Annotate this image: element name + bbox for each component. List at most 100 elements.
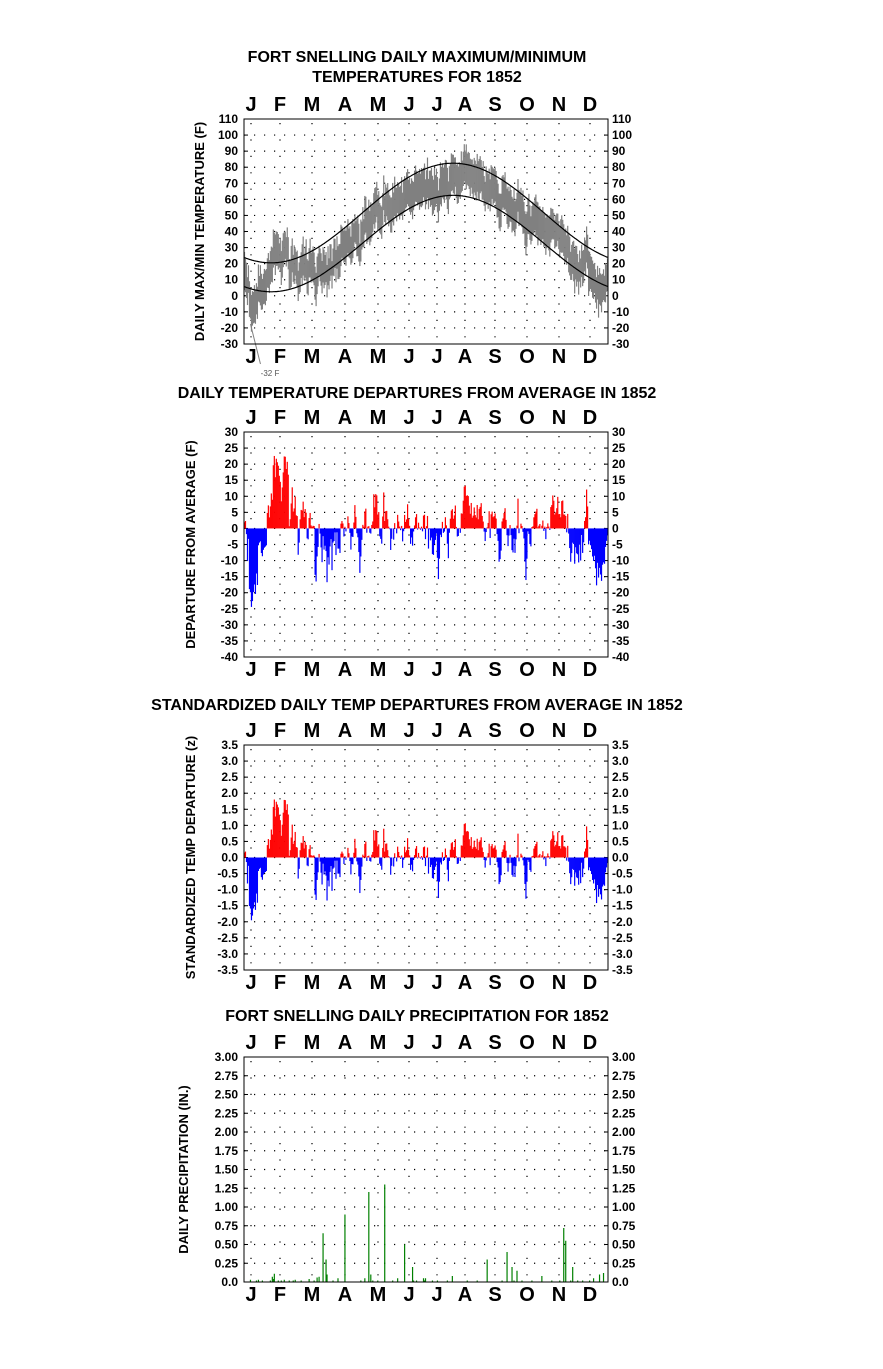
- y-tick-label-right: -10: [612, 305, 630, 319]
- y-tick-label-left: 0.0: [221, 851, 238, 865]
- month-label-bottom: D: [583, 972, 597, 994]
- y-tick-label-right: 5: [612, 505, 619, 519]
- month-label-top: D: [583, 407, 597, 429]
- month-label-bottom: J: [403, 346, 414, 368]
- y-tick-label-left: -2.0: [217, 915, 238, 929]
- y-tick-label-left: 2.00: [215, 1125, 239, 1139]
- y-axis-label: DAILY MAX/MIN TEMPERATURE (F): [192, 122, 207, 341]
- y-tick-label-right: 0: [612, 289, 619, 303]
- y-tick-label-right: -30: [612, 618, 630, 632]
- month-label-top: S: [488, 94, 501, 116]
- y-tick-label-left: 0: [231, 521, 238, 535]
- y-tick-label-left: -10: [221, 305, 239, 319]
- y-tick-label-left: -35: [221, 634, 239, 648]
- month-label-bottom: F: [274, 346, 286, 368]
- month-label-top: J: [403, 94, 414, 116]
- y-tick-label-left: 0: [231, 289, 238, 303]
- y-tick-label-right: -25: [612, 602, 630, 616]
- y-tick-label-left: 0.75: [215, 1219, 239, 1233]
- y-tick-label-left: 5: [231, 505, 238, 519]
- charts-layer: FORT SNELLING DAILY MAXIMUM/MINIMUM TEMPE…: [151, 49, 683, 1306]
- y-tick-label-left: -25: [221, 602, 239, 616]
- y-tick-label-left: 90: [225, 144, 239, 158]
- y-tick-label-right: -3.0: [612, 947, 633, 961]
- y-tick-label-left: -10: [221, 554, 239, 568]
- month-label-bottom: M: [370, 1284, 387, 1306]
- y-tick-label-right: -20: [612, 586, 630, 600]
- month-label-top: A: [338, 407, 352, 429]
- y-tick-label-right: -35: [612, 634, 630, 648]
- month-label-bottom: O: [519, 346, 535, 368]
- y-tick-label-right: -3.5: [612, 963, 633, 977]
- month-label-bottom: N: [552, 972, 566, 994]
- y-tick-label-left: 25: [225, 441, 239, 455]
- month-label-top: N: [552, 94, 566, 116]
- month-label-bottom: J: [403, 659, 414, 681]
- y-tick-label-right: 70: [612, 176, 626, 190]
- month-label-bottom: D: [583, 659, 597, 681]
- y-tick-label-right: 2.50: [612, 1088, 636, 1102]
- y-tick-label-left: -1.0: [217, 883, 238, 897]
- plot-frame: [243, 431, 609, 658]
- month-label-top: A: [338, 720, 352, 742]
- month-label-bottom: D: [583, 1284, 597, 1306]
- chart-title: FORT SNELLING DAILY MAXIMUM/MINIMUM: [248, 49, 587, 66]
- month-label-bottom: S: [488, 972, 501, 994]
- normal-min-line: [244, 194, 608, 293]
- month-label-bottom: J: [245, 1284, 256, 1306]
- month-label-bottom: A: [338, 1284, 352, 1306]
- month-label-bottom: J: [245, 346, 256, 368]
- y-tick-label-right: 0.25: [612, 1256, 636, 1270]
- y-axis-label: STANDARDIZED TEMP DEPARTURE (z): [183, 736, 198, 979]
- month-label-top: J: [245, 94, 256, 116]
- month-label-bottom: M: [370, 972, 387, 994]
- y-tick-label-right: -1.5: [612, 899, 633, 913]
- y-tick-label-right: 15: [612, 473, 626, 487]
- y-tick-label-left: -2.5: [217, 931, 238, 945]
- y-tick-label-right: 0.5: [612, 834, 629, 848]
- month-label-bottom: A: [338, 659, 352, 681]
- y-tick-label-left: 1.0: [221, 818, 238, 832]
- y-tick-label-right: 2.5: [612, 770, 629, 784]
- y-tick-label-left: 15: [225, 473, 239, 487]
- month-label-top: A: [458, 1032, 472, 1054]
- y-tick-label-right: 3.0: [612, 754, 629, 768]
- zscore-chart: STANDARDIZED DAILY TEMP DEPARTURES FROM …: [151, 697, 683, 994]
- y-tick-label-left: 110: [219, 112, 239, 126]
- month-label-top: F: [274, 407, 286, 429]
- month-label-bottom: M: [304, 346, 321, 368]
- y-tick-label-right: 1.0: [612, 818, 629, 832]
- month-label-top: J: [245, 720, 256, 742]
- y-tick-label-right: 0.0: [612, 1275, 629, 1289]
- y-tick-label-right: -10: [612, 554, 630, 568]
- y-tick-label-left: 2.50: [215, 1088, 239, 1102]
- y-tick-label-right: -30: [612, 337, 630, 351]
- month-label-top: J: [245, 1032, 256, 1054]
- month-label-bottom: D: [583, 346, 597, 368]
- month-label-bottom: S: [488, 659, 501, 681]
- month-label-bottom: M: [304, 659, 321, 681]
- month-label-bottom: M: [304, 972, 321, 994]
- month-label-bottom: A: [458, 659, 472, 681]
- month-label-bottom: F: [274, 1284, 286, 1306]
- month-label-bottom: O: [519, 972, 535, 994]
- y-tick-label-left: 50: [225, 208, 239, 222]
- y-tick-label-left: 30: [225, 425, 239, 439]
- y-tick-label-right: 1.25: [612, 1181, 636, 1195]
- y-tick-label-left: -1.5: [217, 899, 238, 913]
- plot-frame: [243, 118, 609, 345]
- month-label-top: M: [370, 1032, 387, 1054]
- month-label-top: S: [488, 1032, 501, 1054]
- month-label-bottom: J: [431, 1284, 442, 1306]
- y-tick-label-right: 110: [612, 112, 632, 126]
- month-label-top: A: [458, 407, 472, 429]
- month-label-top: O: [519, 720, 535, 742]
- month-label-top: F: [274, 94, 286, 116]
- y-tick-label-left: 100: [218, 128, 238, 142]
- month-label-top: N: [552, 407, 566, 429]
- month-label-top: A: [338, 1032, 352, 1054]
- chart-title: FORT SNELLING DAILY PRECIPITATION FOR 18…: [225, 1008, 609, 1025]
- month-label-top: N: [552, 1032, 566, 1054]
- y-tick-label-right: 1.75: [612, 1144, 636, 1158]
